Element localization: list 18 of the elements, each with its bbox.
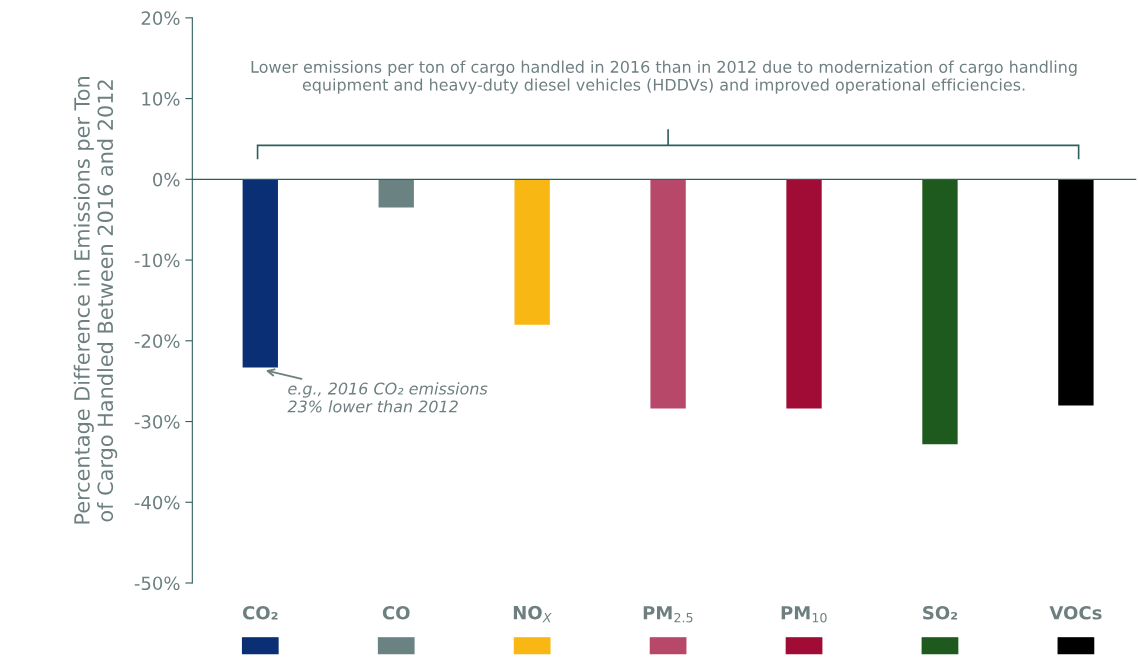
y-tick-label: 0% — [153, 172, 180, 187]
y-axis-title: Percentage Difference in Emissions per Ton of Cargo Handled Between 2016 and 2012 — [73, 77, 118, 524]
x-tick-label: CO — [382, 605, 410, 620]
y-tick-label: -20% — [134, 334, 180, 348]
y-tick-label: -30% — [134, 414, 180, 429]
y-tick-label: 20% — [141, 11, 180, 25]
y-tick-label: -50% — [134, 576, 180, 591]
x-tick-label: NO$_{X}$ — [513, 605, 552, 623]
y-tick-label: 10% — [142, 92, 180, 106]
annotation: e.g., 2016 CO₂ emissions 23% lower than 2012 — [287, 382, 488, 413]
x-tick-label: PM$_{2.5}$ — [643, 606, 693, 623]
x-tick-label: VOCs — [1049, 605, 1102, 620]
y-tick-label: -40% — [134, 495, 180, 510]
annotation: Lower emissions per ton of cargo handled in 2016 than in 2012 due to modernization of cargo handling equipment and heavy-duty diesel vehicles (HDDVs) and improved operational efficiencies. — [251, 60, 1077, 94]
y-tick-label: -10% — [134, 253, 180, 268]
x-tick-label: SO₂ — [923, 605, 958, 620]
x-tick-label: PM$_{10}$ — [781, 606, 827, 623]
x-tick-label: CO₂ — [242, 605, 278, 620]
